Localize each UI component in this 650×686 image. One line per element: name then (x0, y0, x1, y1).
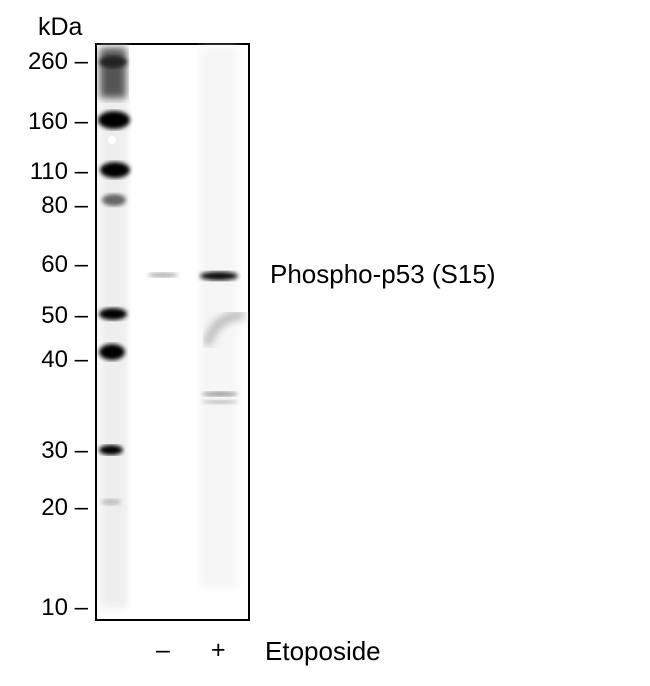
phospho-p53-band-minus (148, 272, 178, 278)
ladder-lane (98, 48, 130, 608)
lane-minus (148, 272, 178, 278)
phospho-p53-band-plus (200, 271, 238, 281)
marker-10: 10 – (41, 594, 88, 621)
marker-60: 60 – (41, 251, 88, 278)
kda-unit-label: kDa (38, 13, 83, 41)
band-label: Phospho-p53 (S15) (270, 259, 496, 289)
lane-plus (200, 48, 246, 588)
marker-30: 30 – (41, 437, 88, 464)
marker-110: 110 – (29, 158, 88, 185)
lane-symbol-minus: – (156, 636, 170, 664)
marker-50: 50 – (41, 302, 88, 329)
treatment-label: Etoposide (265, 636, 381, 666)
marker-80: 80 – (41, 192, 88, 219)
marker-160: 160 – (27, 108, 88, 135)
marker-20: 20 – (41, 494, 88, 521)
marker-40: 40 – (41, 346, 88, 373)
lane-symbol-plus: + (211, 636, 226, 664)
marker-260: 260 – (27, 48, 88, 75)
